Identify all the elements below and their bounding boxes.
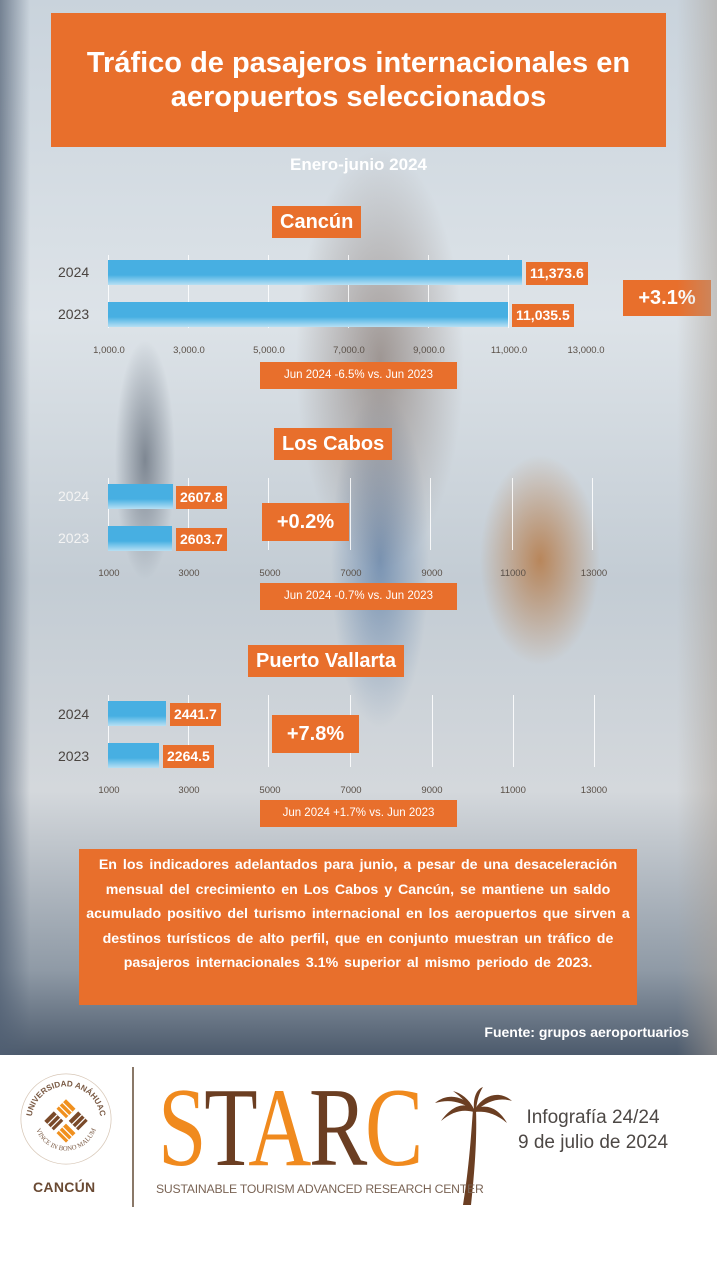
gridline: [108, 695, 109, 767]
hero-background: Tráfico de pasajeros internacionales en …: [0, 0, 717, 1055]
year-label: 2023: [58, 748, 90, 764]
x-tick: 9000: [421, 785, 443, 796]
universidad-anahuac-seal-icon: UNIVERSIDAD ANÁHUAC VINCE IN BONO MALUM: [20, 1073, 112, 1165]
change-badge: +3.1%: [623, 280, 711, 316]
infographic-title: Tráfico de pasajeros internacionales en …: [51, 13, 666, 147]
bar-2024: [108, 701, 166, 726]
publication-date: 9 de julio de 2024: [518, 1132, 669, 1153]
gridline: [188, 478, 189, 550]
x-tick: 5000: [259, 568, 281, 579]
june-note: Jun 2024 -0.7% vs. Jun 2023: [260, 583, 457, 610]
gridline: [348, 255, 349, 328]
infographic-number: Infografía 24/24: [526, 1107, 660, 1128]
x-tick: 1000: [98, 785, 120, 796]
gridline: [428, 255, 429, 328]
year-label: 2024: [58, 706, 90, 722]
x-tick: 1,000.0: [93, 345, 125, 356]
divider: [132, 1067, 134, 1207]
change-badge: +7.8%: [272, 715, 359, 753]
year-label: 2024: [58, 264, 90, 280]
airport-title: Los Cabos: [274, 428, 393, 460]
year-label: 2024: [58, 488, 90, 504]
x-tick: 5000: [259, 785, 281, 796]
summary-box: En los indicadores adelantados para juni…: [79, 849, 637, 1005]
gridline: [594, 695, 595, 767]
gridline: [512, 478, 513, 550]
x-tick: 13000: [580, 785, 608, 796]
x-tick: 7000: [340, 568, 362, 579]
x-tick: 11000: [500, 785, 526, 796]
gridline: [350, 478, 351, 550]
x-tick: 13,000.0: [567, 345, 605, 356]
gridline: [188, 255, 189, 328]
footer: UNIVERSIDAD ANÁHUAC VINCE IN BONO MALUM …: [0, 1055, 717, 1280]
value-label: 2441.7: [170, 703, 221, 726]
x-tick: 7000: [340, 785, 362, 796]
value-label: 11,035.5: [512, 304, 574, 327]
gridline: [268, 255, 269, 328]
palm-tree-icon: [435, 1087, 512, 1205]
x-tick: 9,000.0: [413, 345, 445, 356]
june-note: Jun 2024 -6.5% vs. Jun 2023: [260, 362, 457, 389]
bar-2023: [108, 302, 508, 327]
year-label: 2023: [58, 306, 90, 322]
airport-title: Puerto Vallarta: [248, 645, 405, 677]
bar-2024: [108, 484, 173, 509]
change-badge: +0.2%: [262, 503, 349, 541]
x-tick: 7,000.0: [333, 345, 365, 356]
title-text: Tráfico de pasajeros internacionales en …: [86, 47, 631, 113]
starc-subtitle: SUSTAINABLE TOURISM ADVANCED RESEARCH CE…: [156, 1182, 484, 1196]
bar-2023: [108, 743, 159, 768]
gridline: [432, 695, 433, 767]
infographic-info: Infografía 24/24 9 de julio de 2024: [518, 1105, 668, 1155]
bar-2024: [108, 260, 522, 285]
gridline: [108, 255, 109, 328]
period-subtitle: Enero-junio 2024: [290, 155, 427, 174]
x-tick: 3000: [178, 785, 200, 796]
gridline: [268, 695, 269, 767]
x-tick: 1000: [98, 568, 120, 579]
university-campus: CANCÚN: [33, 1179, 96, 1195]
gridline: [108, 478, 109, 550]
value-label: 11,373.6: [526, 262, 588, 285]
gridline: [513, 695, 514, 767]
x-tick: 13000: [580, 568, 608, 579]
june-note: Jun 2024 +1.7% vs. Jun 2023: [260, 800, 457, 827]
gridline: [188, 695, 189, 767]
gridline: [430, 478, 431, 550]
starc-logo: STARC: [158, 1066, 512, 1205]
year-label: 2023: [58, 530, 90, 546]
bar-2023: [108, 526, 172, 551]
value-label: 2264.5: [163, 745, 214, 768]
x-tick: 3000: [178, 568, 200, 579]
airport-title: Cancún: [272, 206, 362, 238]
x-tick: 11,000.0: [490, 345, 528, 356]
value-label: 2607.8: [176, 486, 227, 509]
x-tick: 3,000.0: [173, 345, 205, 356]
value-label: 2603.7: [176, 528, 227, 551]
summary-text: En los indicadores adelantados para juni…: [86, 857, 630, 972]
gridline: [508, 255, 509, 328]
starc-wordmark: STARC: [158, 1066, 423, 1190]
x-tick: 9000: [421, 568, 443, 579]
gridline: [592, 478, 593, 550]
source-note: Fuente: grupos aeroportuarios: [484, 1024, 689, 1040]
x-tick: 5,000.0: [253, 345, 285, 356]
x-tick: 11000: [500, 568, 526, 579]
